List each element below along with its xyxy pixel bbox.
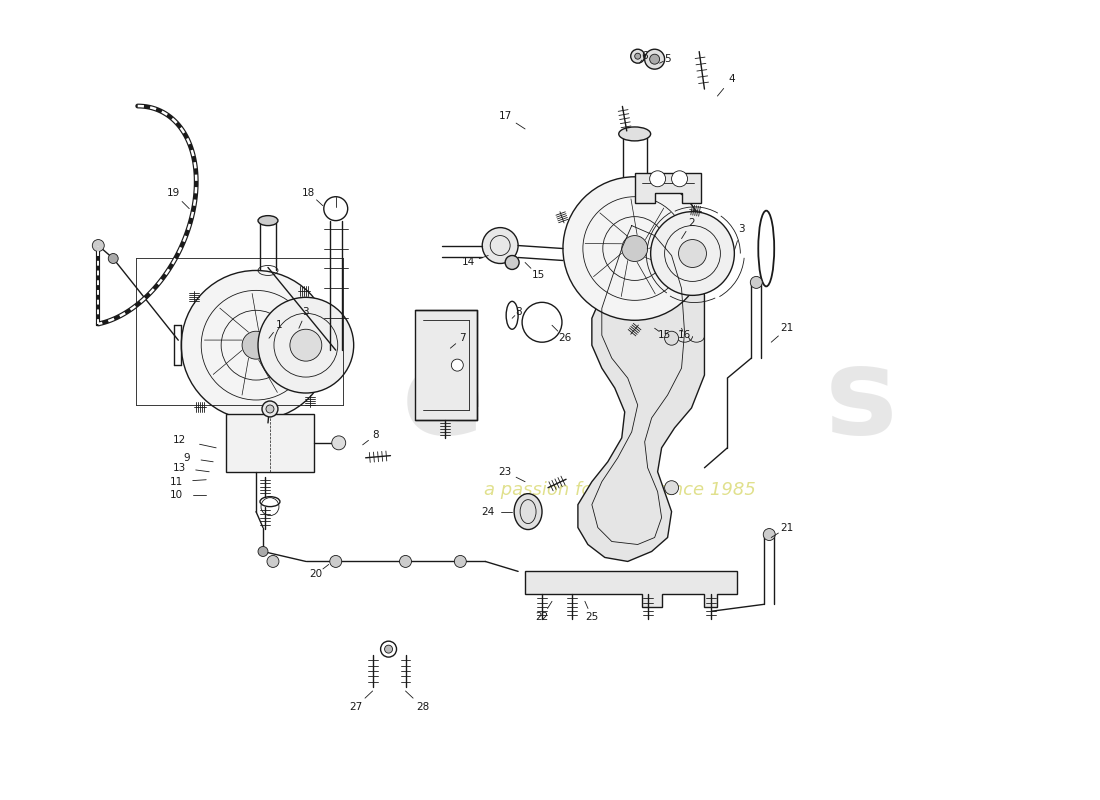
Text: 13: 13 xyxy=(173,462,186,473)
Circle shape xyxy=(635,54,640,59)
Polygon shape xyxy=(416,310,477,420)
Ellipse shape xyxy=(262,401,278,417)
Circle shape xyxy=(266,405,274,413)
Circle shape xyxy=(182,270,331,420)
Circle shape xyxy=(645,50,664,69)
Text: 4: 4 xyxy=(728,74,735,84)
Circle shape xyxy=(650,54,660,64)
Ellipse shape xyxy=(514,494,542,530)
Circle shape xyxy=(563,177,706,320)
Text: 12: 12 xyxy=(173,435,186,445)
Circle shape xyxy=(451,359,463,371)
Text: 6: 6 xyxy=(641,51,648,61)
Text: 22: 22 xyxy=(536,612,549,622)
Polygon shape xyxy=(635,173,702,202)
Text: 18: 18 xyxy=(302,188,316,198)
Circle shape xyxy=(330,555,342,567)
Text: 26: 26 xyxy=(559,334,572,343)
Text: 3: 3 xyxy=(738,223,745,234)
Circle shape xyxy=(763,529,776,541)
Circle shape xyxy=(650,212,735,295)
Ellipse shape xyxy=(258,216,278,226)
Polygon shape xyxy=(525,571,737,607)
Text: 3: 3 xyxy=(302,307,309,318)
Text: 7: 7 xyxy=(459,334,465,343)
Text: 20: 20 xyxy=(309,570,322,579)
Text: 19: 19 xyxy=(167,188,180,198)
Text: 9: 9 xyxy=(183,453,189,462)
Text: 8: 8 xyxy=(515,307,521,318)
Text: 10: 10 xyxy=(169,490,183,500)
Ellipse shape xyxy=(505,255,519,270)
Text: 14: 14 xyxy=(462,258,475,267)
Text: 1: 1 xyxy=(276,320,283,330)
Text: 11: 11 xyxy=(169,477,183,486)
Circle shape xyxy=(267,555,279,567)
Circle shape xyxy=(679,239,706,267)
Text: 21: 21 xyxy=(781,522,794,533)
Circle shape xyxy=(290,330,322,361)
Circle shape xyxy=(258,546,268,557)
Text: 27: 27 xyxy=(349,702,362,712)
Text: 16: 16 xyxy=(678,330,691,340)
Text: 25: 25 xyxy=(585,612,598,622)
Text: 2: 2 xyxy=(689,218,695,228)
Circle shape xyxy=(242,331,270,359)
Circle shape xyxy=(399,555,411,567)
Circle shape xyxy=(750,277,762,288)
Circle shape xyxy=(454,555,466,567)
Text: e        s: e s xyxy=(402,342,898,458)
Text: a passion for parts since 1985: a passion for parts since 1985 xyxy=(484,481,756,498)
Circle shape xyxy=(664,331,679,345)
Ellipse shape xyxy=(619,127,650,141)
Text: 8: 8 xyxy=(372,430,378,440)
Text: 17: 17 xyxy=(498,111,512,121)
Polygon shape xyxy=(578,206,704,562)
Text: 15: 15 xyxy=(531,270,544,281)
Circle shape xyxy=(621,235,648,262)
Circle shape xyxy=(385,645,393,653)
Text: 21: 21 xyxy=(781,323,794,334)
Text: 28: 28 xyxy=(416,702,429,712)
Text: 24: 24 xyxy=(482,506,495,517)
Circle shape xyxy=(332,436,345,450)
Text: 15: 15 xyxy=(658,330,671,340)
Circle shape xyxy=(664,481,679,494)
Text: 23: 23 xyxy=(498,466,512,477)
Text: 5: 5 xyxy=(664,54,671,64)
Circle shape xyxy=(258,298,354,393)
Ellipse shape xyxy=(672,170,688,186)
Circle shape xyxy=(108,254,118,263)
Ellipse shape xyxy=(650,170,666,186)
Polygon shape xyxy=(227,414,314,472)
Circle shape xyxy=(630,50,645,63)
Circle shape xyxy=(92,239,104,251)
Ellipse shape xyxy=(482,228,518,263)
